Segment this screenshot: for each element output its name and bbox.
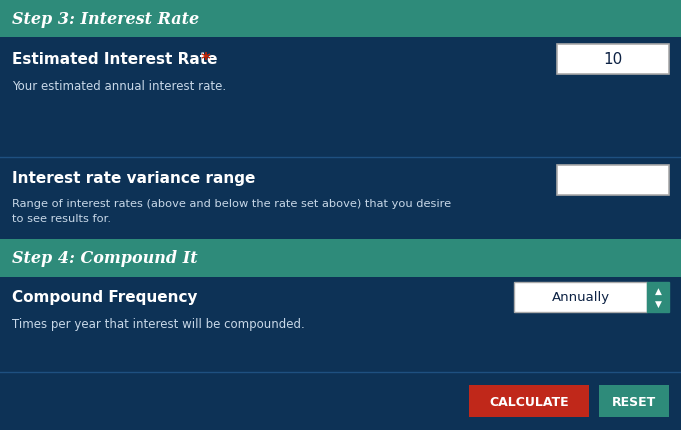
Text: RESET: RESET (612, 395, 656, 408)
Bar (557, 45, 669, 75)
Text: 10: 10 (603, 52, 622, 68)
Text: ▲: ▲ (654, 286, 661, 295)
Text: Compound Frequency: Compound Frequency (12, 290, 197, 305)
Bar (0, 277, 681, 372)
Text: Annually: Annually (552, 291, 609, 304)
Text: Interest rate variance range: Interest rate variance range (12, 171, 255, 186)
Bar (0, 38, 681, 158)
Bar (599, 386, 669, 418)
Bar (0, 240, 681, 277)
Bar (647, 283, 669, 312)
Text: to see results for.: to see results for. (12, 214, 111, 224)
Text: Step 3: Interest Rate: Step 3: Interest Rate (12, 10, 199, 28)
Bar (0, 373, 681, 430)
Text: Estimated Interest Rate: Estimated Interest Rate (12, 52, 217, 68)
Bar (0, 159, 681, 239)
Bar (647, 283, 669, 312)
Bar (469, 386, 589, 418)
Text: Range of interest rates (above and below the rate set above) that you desire: Range of interest rates (above and below… (12, 199, 451, 209)
Text: Times per year that interest will be compounded.: Times per year that interest will be com… (12, 317, 305, 330)
Bar (0, 0, 681, 38)
Bar (514, 283, 647, 312)
Text: Your estimated annual interest rate.: Your estimated annual interest rate. (12, 80, 226, 93)
Text: *: * (195, 51, 210, 69)
Text: ▼: ▼ (654, 299, 661, 308)
Text: CALCULATE: CALCULATE (489, 395, 569, 408)
Text: Step 4: Compound It: Step 4: Compound It (12, 250, 197, 267)
Bar (557, 166, 669, 196)
